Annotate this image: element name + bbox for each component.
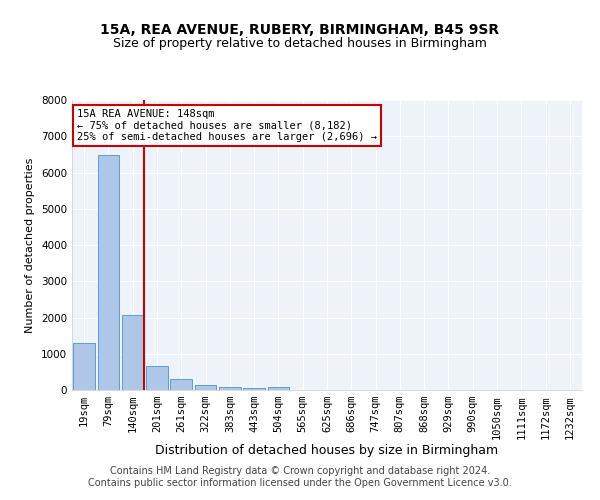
Bar — [97, 155, 119, 390]
Bar — [268, 386, 289, 390]
Bar — [194, 386, 217, 390]
Text: 15A REA AVENUE: 148sqm
← 75% of detached houses are smaller (8,182)
25% of semi-: 15A REA AVENUE: 148sqm ← 75% of detached… — [77, 108, 377, 142]
Text: Contains HM Land Registry data © Crown copyright and database right 2024.
Contai: Contains HM Land Registry data © Crown c… — [88, 466, 512, 487]
Bar — [146, 366, 168, 390]
Bar — [122, 316, 143, 390]
Bar — [170, 380, 192, 390]
Text: Size of property relative to detached houses in Birmingham: Size of property relative to detached ho… — [113, 38, 487, 51]
Bar — [73, 342, 95, 390]
X-axis label: Distribution of detached houses by size in Birmingham: Distribution of detached houses by size … — [155, 444, 499, 457]
Bar — [219, 387, 241, 390]
Y-axis label: Number of detached properties: Number of detached properties — [25, 158, 35, 332]
Text: 15A, REA AVENUE, RUBERY, BIRMINGHAM, B45 9SR: 15A, REA AVENUE, RUBERY, BIRMINGHAM, B45… — [100, 22, 500, 36]
Bar — [243, 388, 265, 390]
